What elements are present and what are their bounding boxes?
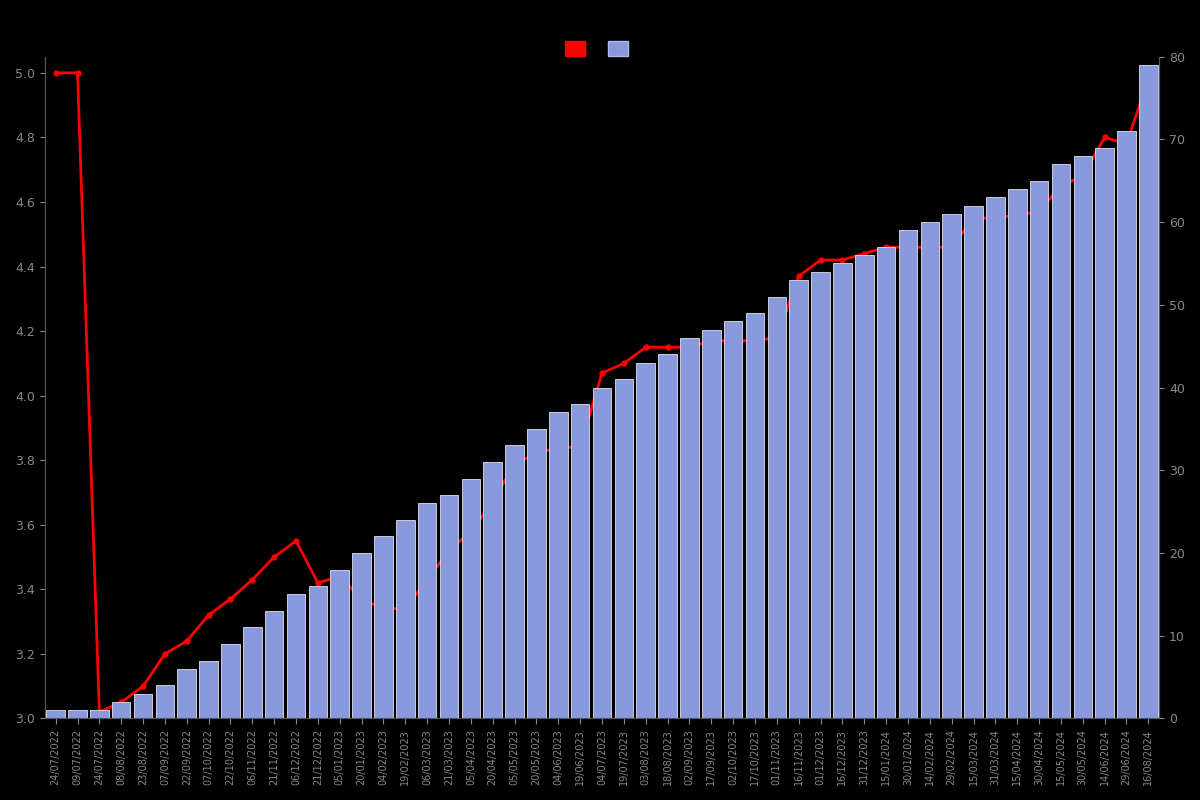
Bar <box>942 214 961 718</box>
Bar <box>68 710 86 718</box>
Bar <box>1051 164 1070 718</box>
Bar <box>462 478 480 718</box>
Bar <box>418 503 437 718</box>
Bar <box>178 669 196 718</box>
Bar <box>768 297 786 718</box>
Bar <box>790 280 808 718</box>
Bar <box>724 322 743 718</box>
Bar <box>1074 156 1092 718</box>
Bar <box>133 694 152 718</box>
Bar <box>374 537 392 718</box>
Bar <box>920 222 940 718</box>
Bar <box>505 446 524 718</box>
Bar <box>527 429 546 718</box>
Bar <box>484 462 502 718</box>
Bar <box>1008 189 1026 718</box>
Legend: , : , <box>560 37 643 60</box>
Bar <box>221 644 240 718</box>
Bar <box>614 379 634 718</box>
Bar <box>156 686 174 718</box>
Bar <box>811 272 830 718</box>
Bar <box>244 627 262 718</box>
Bar <box>287 594 305 718</box>
Bar <box>439 495 458 718</box>
Bar <box>47 710 65 718</box>
Bar <box>833 263 852 718</box>
Bar <box>1117 131 1135 718</box>
Bar <box>636 362 655 718</box>
Bar <box>1139 65 1158 718</box>
Bar <box>965 206 983 718</box>
Bar <box>396 520 415 718</box>
Bar <box>1096 148 1114 718</box>
Bar <box>877 247 895 718</box>
Bar <box>593 387 611 718</box>
Bar <box>353 553 371 718</box>
Bar <box>659 354 677 718</box>
Bar <box>854 255 874 718</box>
Bar <box>90 710 109 718</box>
Bar <box>308 586 328 718</box>
Bar <box>265 611 283 718</box>
Bar <box>680 338 698 718</box>
Bar <box>899 230 917 718</box>
Bar <box>702 330 720 718</box>
Bar <box>986 198 1004 718</box>
Bar <box>199 661 218 718</box>
Bar <box>745 313 764 718</box>
Bar <box>1030 181 1049 718</box>
Bar <box>112 702 131 718</box>
Bar <box>571 404 589 718</box>
Bar <box>330 570 349 718</box>
Bar <box>550 412 568 718</box>
